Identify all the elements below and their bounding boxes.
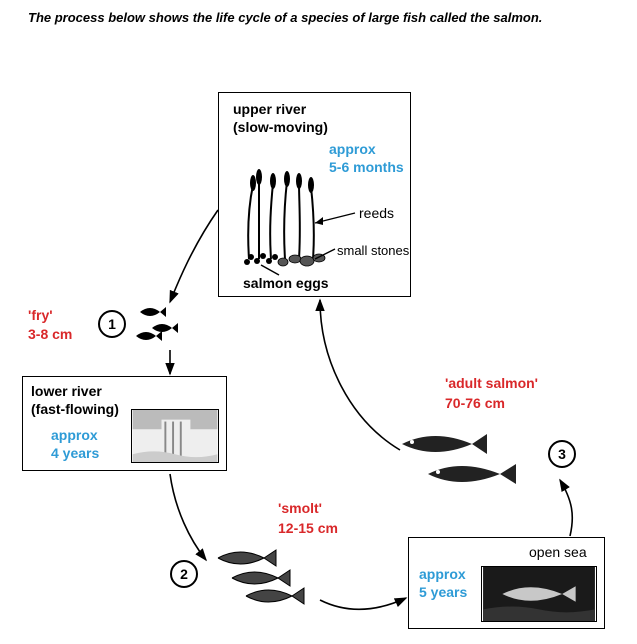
diagram-caption: The process below shows the life cycle o… — [28, 10, 542, 25]
sea-icon — [481, 566, 597, 622]
adult-size-label: 70-76 cm — [445, 395, 505, 413]
smolt-name-label: 'smolt' — [278, 500, 322, 518]
smolt-fish-icon — [210, 540, 320, 610]
adult-salmon-icon — [392, 426, 542, 496]
lower-river-title-2: (fast-flowing) — [31, 401, 119, 419]
open-sea-duration: approx 5 years — [419, 566, 467, 601]
open-sea-box: open sea approx 5 years — [408, 537, 605, 629]
fry-name-label: 'fry' — [28, 307, 53, 325]
stage-marker-1: 1 — [98, 310, 126, 338]
waterfall-icon — [131, 409, 219, 463]
adult-name-label: 'adult salmon' — [445, 375, 538, 393]
stage-marker-2: 2 — [170, 560, 198, 588]
lower-river-box: lower river (fast-flowing) approx 4 year… — [22, 376, 227, 471]
fry-size-label: 3-8 cm — [28, 326, 72, 344]
fry-fish-icon — [132, 300, 202, 350]
open-sea-title: open sea — [529, 544, 587, 562]
upper-river-box: upper river (slow-moving) approx 5-6 mon… — [218, 92, 411, 297]
smolt-size-label: 12-15 cm — [278, 520, 338, 538]
lower-river-duration: approx 4 years — [51, 427, 99, 462]
lower-river-title-1: lower river — [31, 383, 102, 401]
stage-marker-3: 3 — [548, 440, 576, 468]
